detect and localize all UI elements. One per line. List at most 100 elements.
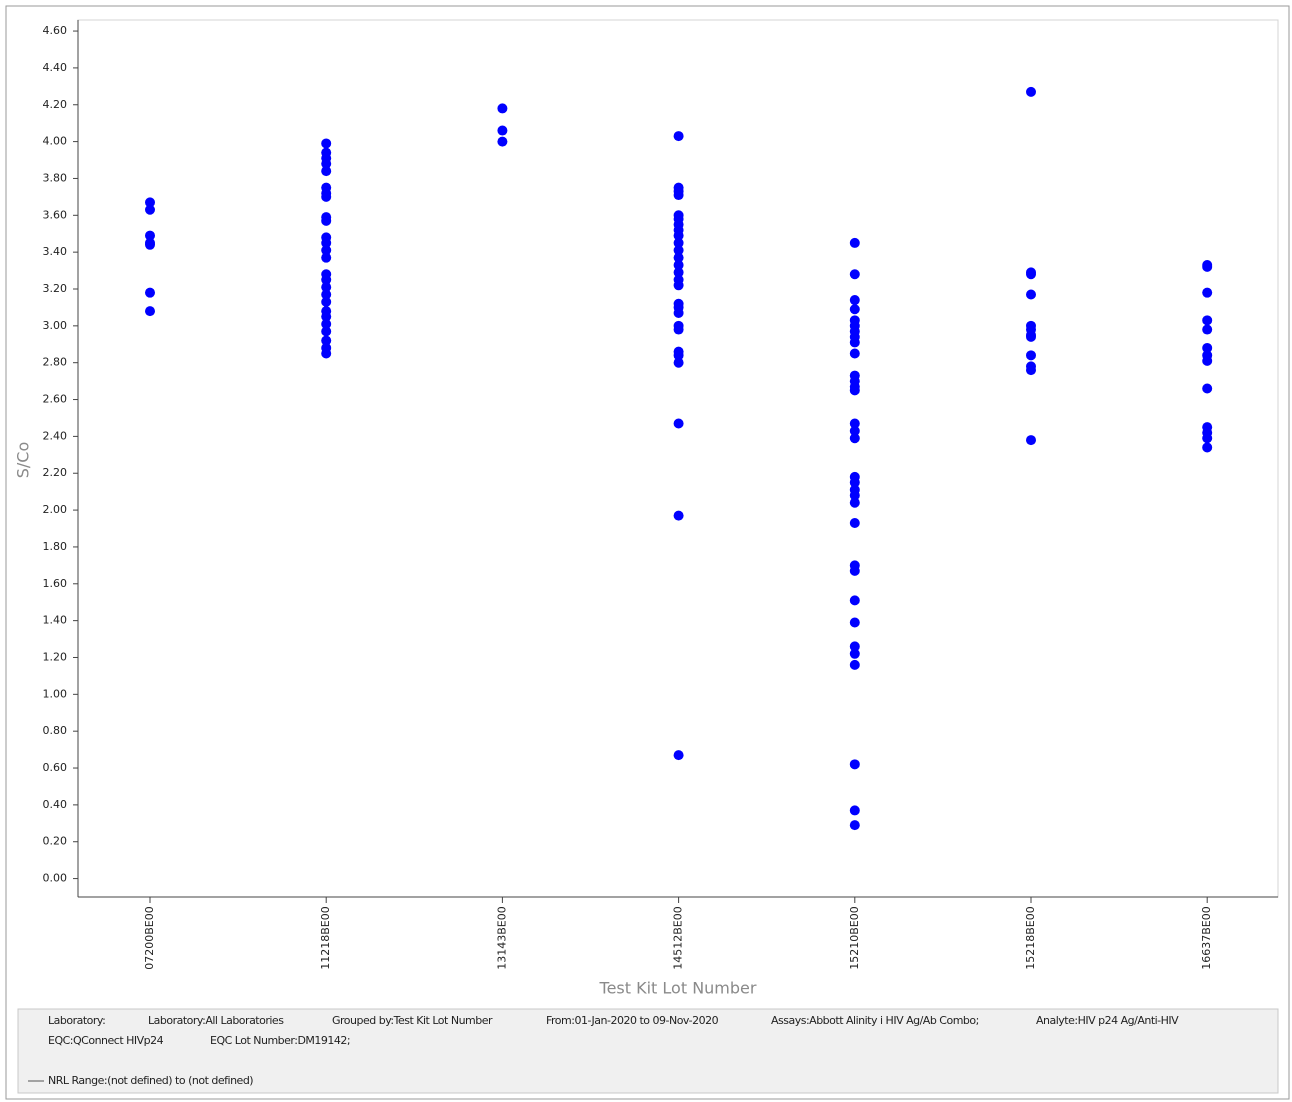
point	[849, 304, 860, 315]
point	[321, 166, 332, 177]
point	[849, 237, 860, 248]
point	[673, 230, 684, 241]
point	[849, 617, 860, 628]
point	[321, 158, 332, 169]
point	[1026, 289, 1036, 300]
point	[673, 418, 684, 429]
point	[849, 517, 860, 528]
point	[849, 425, 860, 436]
y-tick-label: 2.80	[43, 356, 68, 369]
point	[673, 750, 684, 761]
y-tick-label: 4.20	[43, 98, 68, 111]
y-tick-label: 3.00	[43, 319, 68, 332]
point	[673, 245, 684, 256]
y-tick-label: 1.20	[43, 650, 68, 663]
point	[1026, 365, 1036, 376]
info-text: Analyte:HIV p24 Ag/Anti-HIV	[1036, 1014, 1179, 1027]
point	[1202, 342, 1213, 353]
point	[497, 136, 508, 147]
info-text: EQC:QConnect HIVp24	[48, 1034, 164, 1047]
point	[1202, 433, 1213, 444]
point	[673, 350, 684, 361]
y-axis-label: S/Co	[14, 442, 33, 479]
point	[849, 820, 860, 831]
y-tick-label: 4.00	[43, 135, 68, 148]
point	[145, 197, 155, 208]
y-tick-label: 0.60	[43, 761, 68, 774]
x-tick-label: 14512BE00	[672, 906, 685, 970]
info-panel	[17, 1008, 1279, 1094]
point	[1202, 315, 1213, 326]
point	[849, 565, 860, 576]
y-tick-label: 2.00	[43, 503, 68, 516]
point	[849, 648, 860, 659]
point	[321, 289, 332, 300]
point	[1202, 442, 1213, 453]
y-tick-label: 1.80	[43, 540, 68, 553]
point	[145, 230, 155, 241]
point	[849, 337, 860, 348]
point	[1026, 350, 1036, 361]
point	[849, 490, 860, 501]
point	[673, 131, 684, 142]
point	[497, 103, 508, 114]
point	[849, 433, 860, 444]
y-tick-label: 0.20	[43, 835, 68, 848]
point	[321, 348, 332, 359]
point	[1202, 383, 1213, 394]
info-text: Assays:Abbott Alinity i HIV Ag/Ab Combo;	[771, 1014, 979, 1027]
point	[849, 595, 860, 606]
x-tick-label: 15210BE00	[848, 906, 861, 970]
y-tick-label: 1.40	[43, 614, 68, 627]
point	[673, 307, 684, 318]
point	[145, 287, 155, 298]
y-tick-label: 0.80	[43, 724, 68, 737]
point	[673, 252, 684, 263]
point	[321, 319, 332, 330]
point	[145, 239, 155, 250]
point	[673, 510, 684, 521]
point	[673, 357, 684, 368]
info-text: EQC Lot Number:DM19142;	[210, 1034, 350, 1047]
point	[321, 191, 332, 202]
y-tick-label: 2.40	[43, 429, 68, 442]
point	[1202, 261, 1213, 272]
x-tick-label: 16637BE00	[1200, 906, 1213, 970]
point	[673, 324, 684, 335]
y-tick-label: 4.60	[43, 24, 68, 37]
point	[849, 759, 860, 770]
point	[673, 260, 684, 271]
point	[849, 348, 860, 359]
x-axis-label: Test Kit Lot Number	[599, 979, 757, 998]
y-tick-label: 4.40	[43, 61, 68, 74]
point	[145, 306, 155, 317]
point	[1202, 355, 1213, 366]
x-tick-label: 11218BE00	[319, 906, 332, 970]
info-text: Grouped by:Test Kit Lot Number	[332, 1014, 493, 1027]
plot-frame	[77, 19, 1279, 898]
info-text: From:01-Jan-2020 to 09-Nov-2020	[546, 1014, 719, 1027]
point	[1202, 324, 1213, 335]
point	[1026, 435, 1036, 446]
point	[497, 125, 508, 136]
point	[321, 296, 332, 307]
point	[321, 335, 332, 346]
point	[1202, 287, 1213, 298]
y-tick-label: 0.00	[43, 872, 68, 885]
point	[849, 295, 860, 306]
point	[321, 326, 332, 337]
point	[849, 659, 860, 670]
x-tick-label: 15218BE00	[1024, 906, 1037, 970]
point	[673, 280, 684, 291]
point	[321, 274, 332, 285]
point	[1026, 269, 1036, 280]
point	[321, 252, 332, 263]
point	[321, 282, 332, 293]
y-tick-label: 2.60	[43, 393, 68, 406]
y-tick-label: 1.60	[43, 577, 68, 590]
point	[321, 138, 332, 149]
x-tick-label: 13143BE00	[495, 906, 508, 970]
point	[321, 237, 332, 248]
point	[1026, 86, 1036, 97]
